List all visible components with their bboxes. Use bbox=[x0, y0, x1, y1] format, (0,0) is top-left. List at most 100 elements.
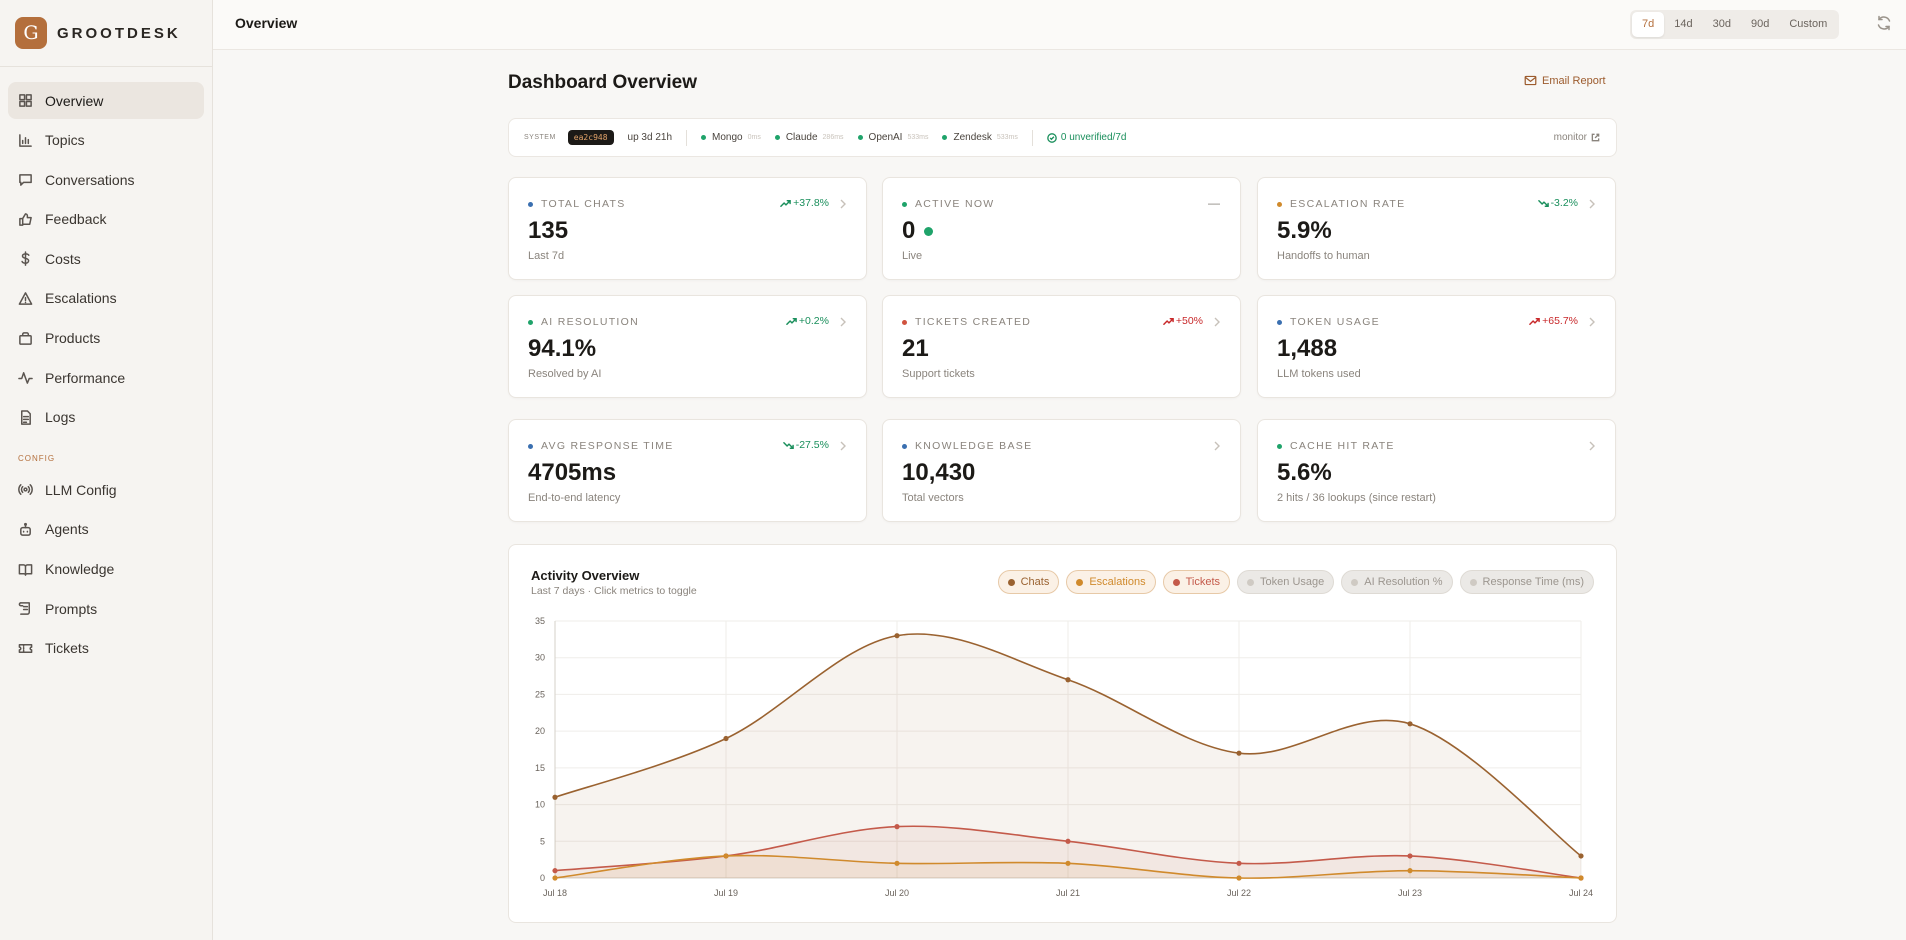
sidebar-item-label: Costs bbox=[45, 250, 81, 267]
chevron-right-icon bbox=[1587, 197, 1596, 209]
toggle-tickets[interactable]: Tickets bbox=[1162, 570, 1231, 594]
sidebar-item-conversations[interactable]: Conversations bbox=[8, 161, 204, 198]
kpi-label-text: AVG RESPONSE TIME bbox=[541, 440, 674, 452]
kpi-label-text: KNOWLEDGE BASE bbox=[915, 440, 1033, 452]
kpi-label-text: TICKETS CREATED bbox=[915, 316, 1032, 328]
toggle-token-usage[interactable]: Token Usage bbox=[1237, 570, 1335, 594]
data-point-escalations bbox=[1065, 860, 1071, 866]
sidebar-item-llm-config[interactable]: LLM Config bbox=[8, 471, 204, 508]
kpi-trend: +50% bbox=[1163, 315, 1203, 327]
kpi-card-token-usage[interactable]: TOKEN USAGE 1,488 LLM tokens used +65.7% bbox=[1257, 295, 1616, 398]
sidebar-item-knowledge[interactable]: Knowledge bbox=[8, 551, 204, 588]
data-point-escalations bbox=[552, 875, 558, 881]
sidebar-item-escalations[interactable]: Escalations bbox=[8, 280, 204, 317]
kpi-card-escalation-rate[interactable]: ESCALATION RATE 5.9% Handoffs to human -3.2… bbox=[1257, 177, 1616, 280]
kpi-subtitle: Last 7d bbox=[528, 250, 565, 262]
system-status-bar: SYSTEM ea2c948 up 3d 21h Mongo 0ms Claude… bbox=[508, 118, 1617, 157]
sidebar-item-agents[interactable]: Agents bbox=[8, 511, 204, 548]
sidebar-item-label: Conversations bbox=[45, 171, 135, 188]
date-range-selector: 7d 14d 30d 90d Custom bbox=[1630, 10, 1840, 39]
kpi-card-cache-hit-rate[interactable]: CACHE HIT RATE 5.6% 2 hits / 36 lookups (s… bbox=[1257, 419, 1616, 522]
kpi-card-tickets-created[interactable]: TICKETS CREATED 21 Support tickets +50% bbox=[882, 295, 1241, 398]
sidebar-item-feedback[interactable]: Feedback bbox=[8, 201, 204, 238]
x-tick-label: Jul 23 bbox=[1398, 888, 1422, 898]
mail-icon bbox=[1524, 75, 1537, 86]
ticket-icon bbox=[18, 643, 33, 653]
topbar-title: Overview bbox=[235, 15, 298, 31]
email-report-label: Email Report bbox=[1542, 74, 1606, 87]
range-30d-button[interactable]: 30d bbox=[1712, 18, 1731, 30]
sidebar-item-performance[interactable]: Performance bbox=[8, 359, 204, 396]
data-point-chats bbox=[894, 633, 900, 639]
brand[interactable]: G GROOTDESK bbox=[0, 0, 212, 67]
kpi-trend: +37.8% bbox=[780, 197, 829, 209]
range-14d-button[interactable]: 14d bbox=[1674, 18, 1693, 30]
range-custom-button[interactable]: Custom bbox=[1789, 18, 1828, 30]
kpi-card-knowledge-base[interactable]: KNOWLEDGE BASE 10,430 Total vectors bbox=[882, 419, 1241, 522]
uptime-text: up 3d 21h bbox=[627, 132, 673, 143]
kpi-dot bbox=[528, 319, 533, 325]
data-point-chats bbox=[1065, 677, 1071, 683]
sidebar-item-topics[interactable]: Topics bbox=[8, 122, 204, 159]
sidebar-item-tickets[interactable]: Tickets bbox=[8, 630, 204, 667]
activity-icon bbox=[18, 372, 33, 385]
data-point-chats bbox=[1407, 721, 1413, 727]
kpi-card-active-now[interactable]: ACTIVE NOW 0 Live — bbox=[882, 177, 1241, 280]
grid-icon bbox=[19, 94, 32, 107]
kpi-value: 10,430 bbox=[902, 459, 975, 487]
data-point-tickets bbox=[1065, 838, 1071, 844]
kpi-dot bbox=[902, 319, 907, 325]
build-hash-badge: ea2c948 bbox=[567, 130, 614, 145]
refresh-icon bbox=[1877, 15, 1891, 31]
toggle-response-time-ms[interactable]: Response Time (ms) bbox=[1459, 570, 1594, 594]
data-point-tickets bbox=[1407, 853, 1413, 859]
kpi-subtitle: 2 hits / 36 lookups (since restart) bbox=[1277, 492, 1436, 504]
sidebar-item-overview[interactable]: Overview bbox=[8, 82, 204, 119]
kpi-trend: +0.2% bbox=[786, 315, 829, 327]
toggle-escalations[interactable]: Escalations bbox=[1066, 570, 1156, 594]
sidebar-item-prompts[interactable]: Prompts bbox=[8, 590, 204, 627]
kpi-value-text: 10,430 bbox=[902, 459, 976, 486]
range-90d-button[interactable]: 90d bbox=[1750, 18, 1770, 30]
sidebar-item-label: Logs bbox=[45, 409, 76, 426]
kpi-card-avg-response-time[interactable]: AVG RESPONSE TIME 4705ms End-to-end latenc… bbox=[508, 419, 867, 522]
sidebar-nav: Overview Topics Conversations Feedback C… bbox=[0, 67, 212, 667]
range-7d-button[interactable]: 7d bbox=[1632, 12, 1665, 37]
trending-up-icon bbox=[786, 316, 799, 327]
kpi-dot bbox=[1277, 319, 1282, 325]
unverified-link[interactable]: 0 unverified/7d bbox=[1047, 132, 1126, 143]
email-report-button[interactable]: Email Report bbox=[1524, 74, 1606, 87]
monitor-link[interactable]: monitor bbox=[1554, 132, 1600, 143]
sidebar-item-logs[interactable]: Logs bbox=[8, 399, 204, 436]
toggle-chats[interactable]: Chats bbox=[997, 570, 1060, 594]
message-icon bbox=[19, 174, 32, 187]
toggle-label: Response Time (ms) bbox=[1482, 576, 1584, 588]
data-point-tickets bbox=[894, 824, 900, 830]
toggle-label: Chats bbox=[1020, 576, 1050, 588]
kpi-trend: -3.2% bbox=[1537, 197, 1578, 209]
kpi-label: ESCALATION RATE bbox=[1277, 198, 1405, 210]
sidebar-item-label: Escalations bbox=[45, 290, 117, 307]
sidebar-item-label: Performance bbox=[45, 369, 126, 386]
status-dot bbox=[942, 135, 948, 140]
y-tick-label: 20 bbox=[535, 726, 545, 736]
y-tick-label: 30 bbox=[535, 653, 545, 663]
kpi-dot bbox=[528, 201, 533, 207]
kpi-label-text: ESCALATION RATE bbox=[1290, 198, 1406, 210]
sidebar-item-costs[interactable]: Costs bbox=[8, 240, 204, 277]
sidebar-item-products[interactable]: Products bbox=[8, 320, 204, 357]
kpi-card-total-chats[interactable]: TOTAL CHATS 135 Last 7d +37.8% bbox=[508, 177, 867, 280]
chevron-right-icon bbox=[1212, 439, 1221, 451]
toggle-dot bbox=[1007, 578, 1015, 586]
refresh-button[interactable] bbox=[1876, 15, 1892, 31]
data-point-chats bbox=[1578, 853, 1584, 859]
service-name: Mongo bbox=[712, 132, 743, 143]
kpi-label-text: TOTAL CHATS bbox=[541, 198, 626, 210]
service-name: OpenAI bbox=[868, 132, 903, 143]
kpi-dot bbox=[1277, 443, 1282, 449]
kpi-card-ai-resolution[interactable]: AI RESOLUTION 94.1% Resolved by AI +0.2% bbox=[508, 295, 867, 398]
toggle-ai-resolution[interactable]: AI Resolution % bbox=[1341, 570, 1453, 594]
toggle-label: Escalations bbox=[1089, 576, 1146, 588]
package-icon bbox=[19, 331, 32, 345]
kpi-subtitle: Support tickets bbox=[902, 368, 975, 380]
